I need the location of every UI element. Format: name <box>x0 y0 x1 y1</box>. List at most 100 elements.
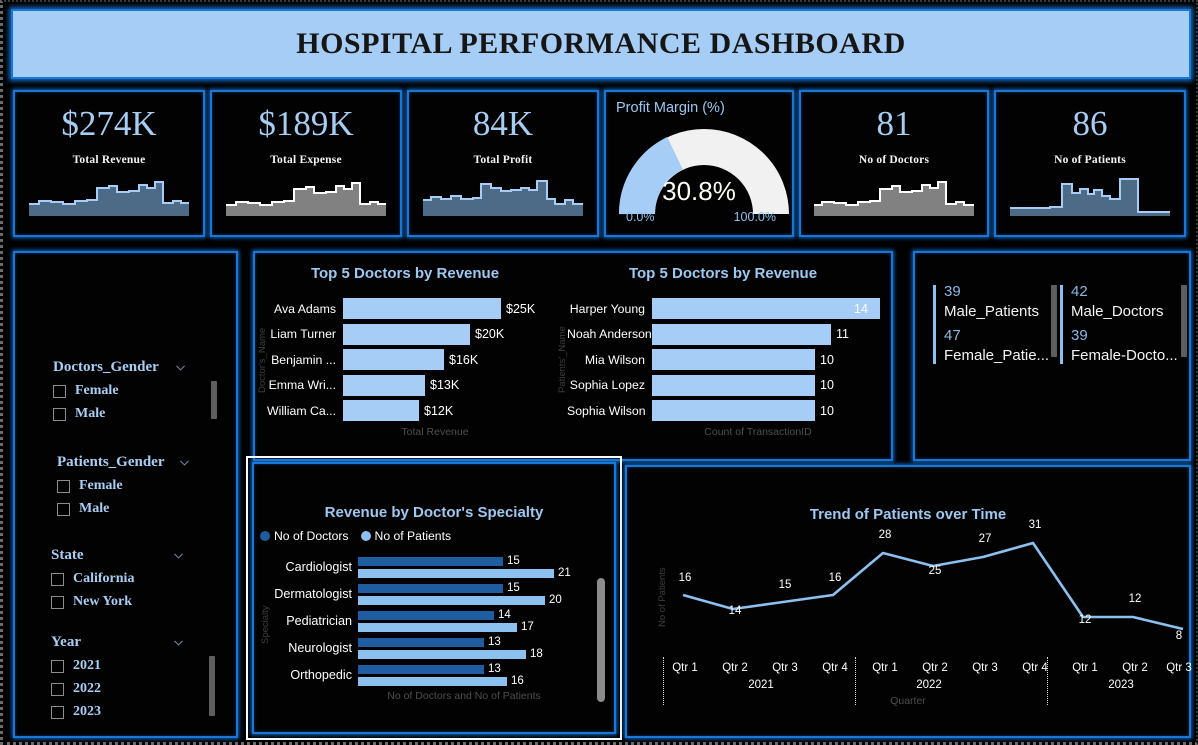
filter-group-state[interactable]: State California New York <box>51 547 221 610</box>
chart-revenue-by-specialty[interactable]: Revenue by Doctor's Specialty No of Doct… <box>252 462 616 734</box>
bar-value-doctors: 13 <box>488 636 501 648</box>
dashboard-title-bar: HOSPITAL PERFORMANCE DASHBOARD <box>11 9 1191 79</box>
legend-item-patients[interactable]: No of Patients <box>360 529 451 543</box>
bar-row[interactable]: Benjamin ... $16K <box>265 349 555 370</box>
checkbox-icon[interactable] <box>51 705 64 719</box>
checkbox-icon[interactable] <box>51 572 64 586</box>
bar-value-patients: 21 <box>558 567 571 579</box>
data-label: 16 <box>678 572 692 584</box>
sparkline-total-revenue <box>29 174 189 221</box>
accent-bar <box>933 285 936 364</box>
checkbox-icon[interactable] <box>51 595 64 609</box>
bar-value-doctors: 15 <box>507 582 520 594</box>
legend-swatch <box>360 531 371 541</box>
bar-value-doctors: 15 <box>507 555 520 567</box>
bar-value-doctors: 13 <box>488 663 501 675</box>
gauge-card-profit-margin[interactable]: Profit Margin (%) 30.8% 0.0% 100.0% <box>604 90 794 237</box>
checkbox-icon[interactable] <box>57 502 70 516</box>
chevron-down-icon[interactable] <box>172 549 185 562</box>
bar-row[interactable]: Ava Adams $25K <box>265 298 555 319</box>
stat-card-scrollbar[interactable] <box>1051 285 1057 357</box>
filter-title: Doctors_Gender <box>53 359 159 375</box>
x-axis-title: Total Revenue <box>401 425 469 438</box>
bar-category: Sophia Wilson <box>567 403 646 418</box>
chart-top5-patients-count[interactable]: Top 5 Doctors by Revenue Patients'_Name … <box>555 265 891 438</box>
bar-row[interactable]: Mia Wilson 10 <box>567 349 891 370</box>
checkbox-icon[interactable] <box>57 479 70 493</box>
bar-row[interactable]: William Ca... $12K <box>265 400 555 421</box>
x-axis-title: No of Doctors and No of Patients <box>387 690 541 702</box>
filter-header[interactable]: Doctors_Gender <box>53 359 223 376</box>
chevron-down-icon[interactable] <box>174 361 187 374</box>
filter-option[interactable]: New York <box>51 594 221 610</box>
checkbox-icon[interactable] <box>53 384 66 398</box>
kpi-card-total-expense[interactable]: $189K Total Expense <box>210 90 402 237</box>
kpi-card-total-revenue[interactable]: $274K Total Revenue <box>13 90 205 237</box>
bar-row[interactable]: Emma Wri... $13K <box>265 374 555 396</box>
filter-option[interactable]: Male <box>53 406 223 422</box>
filter-header[interactable]: Year <box>51 634 221 651</box>
bar-group[interactable]: Pediatrician 14 17 <box>262 609 586 633</box>
bar-list: Ava Adams $25K Liam Turner $20K Benjamin… <box>255 298 555 421</box>
stat-label: Female-Docto... <box>1071 347 1178 364</box>
kpi-card-total-profit[interactable]: 84K Total Profit <box>407 90 599 237</box>
checkbox-icon[interactable] <box>51 659 64 673</box>
bar-row[interactable]: Harper Young 14 <box>567 298 891 319</box>
kpi-card-no-of-patients[interactable]: 86 No of Patients <box>994 90 1186 237</box>
bar-group[interactable]: Dermatologist 15 20 <box>262 582 586 606</box>
legend-item-doctors[interactable]: No of Doctors <box>260 529 349 543</box>
chart-scrollbar[interactable] <box>597 578 605 702</box>
x-axis-title: Count of TransactionID <box>704 425 812 438</box>
filter-option[interactable]: 2023 <box>51 704 221 720</box>
axis-separator <box>855 657 856 705</box>
bar-group[interactable]: Neurologist 13 18 <box>262 636 586 660</box>
filter-group-patients-gender[interactable]: Patients_Gender Female Male <box>57 454 227 517</box>
filter-header[interactable]: State <box>51 547 221 564</box>
stat-card-patients[interactable]: 39 Male_Patients 47 Female_Patie... <box>933 283 1057 366</box>
bar-group[interactable]: Cardiologist 15 21 <box>262 555 586 579</box>
bar-value-patients: 17 <box>521 621 534 633</box>
chart-title: Top 5 Doctors by Revenue <box>628 265 818 282</box>
stat-card-doctors[interactable]: 42 Male_Doctors 39 Female-Docto... <box>1060 283 1187 366</box>
chart-top5-doctors-revenue[interactable]: Top 5 Doctors by Revenue Doctor's_Name A… <box>255 265 555 438</box>
chart-trend-of-patients[interactable]: Trend of Patients over Time No of Patien… <box>625 465 1192 738</box>
bar-row[interactable]: Sophia Wilson 10 <box>567 400 891 421</box>
chevron-down-icon[interactable] <box>178 456 191 469</box>
filter-scrollbar[interactable] <box>209 656 215 716</box>
checkbox-icon[interactable] <box>51 682 64 696</box>
stat-value: 47 <box>944 327 961 345</box>
x-tick-label: Qtr 3 <box>1166 662 1192 674</box>
data-label: 16 <box>828 572 842 584</box>
filter-title: Patients_Gender <box>57 454 165 470</box>
bar-value: $13K <box>430 378 460 392</box>
bar-row[interactable]: Liam Turner $20K <box>265 323 555 345</box>
bar-category: Mia Wilson <box>584 352 645 367</box>
chevron-down-icon[interactable] <box>172 636 185 649</box>
filter-option[interactable]: 2022 <box>51 681 221 697</box>
bar-row[interactable]: Sophia Lopez 10 <box>567 374 891 396</box>
data-label: 27 <box>978 533 992 545</box>
filter-option[interactable]: California <box>51 571 221 587</box>
bar-row[interactable]: Noah Anderson 11 <box>567 323 891 345</box>
x-tick-label: Qtr 2 <box>1122 662 1148 674</box>
filter-scrollbar[interactable] <box>211 381 217 419</box>
filter-option[interactable]: Female <box>53 383 223 399</box>
checkbox-icon[interactable] <box>53 407 66 421</box>
bar-fill-doctors <box>358 583 503 593</box>
bar-category: Sophia Lopez <box>569 378 645 392</box>
chart-legend[interactable]: No of Doctors No of Patients <box>254 529 614 543</box>
kpi-card-no-of-doctors[interactable]: 81 No of Doctors <box>799 90 989 237</box>
filter-option[interactable]: Male <box>57 501 227 517</box>
x-tick-label: Qtr 2 <box>722 662 748 674</box>
legend-label: No of Doctors <box>274 529 349 543</box>
stat-card-scrollbar[interactable] <box>1181 285 1187 357</box>
filter-header[interactable]: Patients_Gender <box>57 454 227 471</box>
stat-value: 39 <box>944 283 961 300</box>
gender-breakdown-panel: 39 Male_Patients 47 Female_Patie... 42 M… <box>913 251 1191 461</box>
filter-group-doctors-gender[interactable]: Doctors_Gender Female Male <box>53 359 223 422</box>
bar-group[interactable]: Orthopedic 13 16 <box>262 663 586 687</box>
filter-option[interactable]: Female <box>57 478 227 494</box>
filter-option[interactable]: 2021 <box>51 658 221 674</box>
filter-group-year[interactable]: Year 2021 2022 2023 <box>51 634 221 720</box>
bar-fill <box>652 400 815 421</box>
